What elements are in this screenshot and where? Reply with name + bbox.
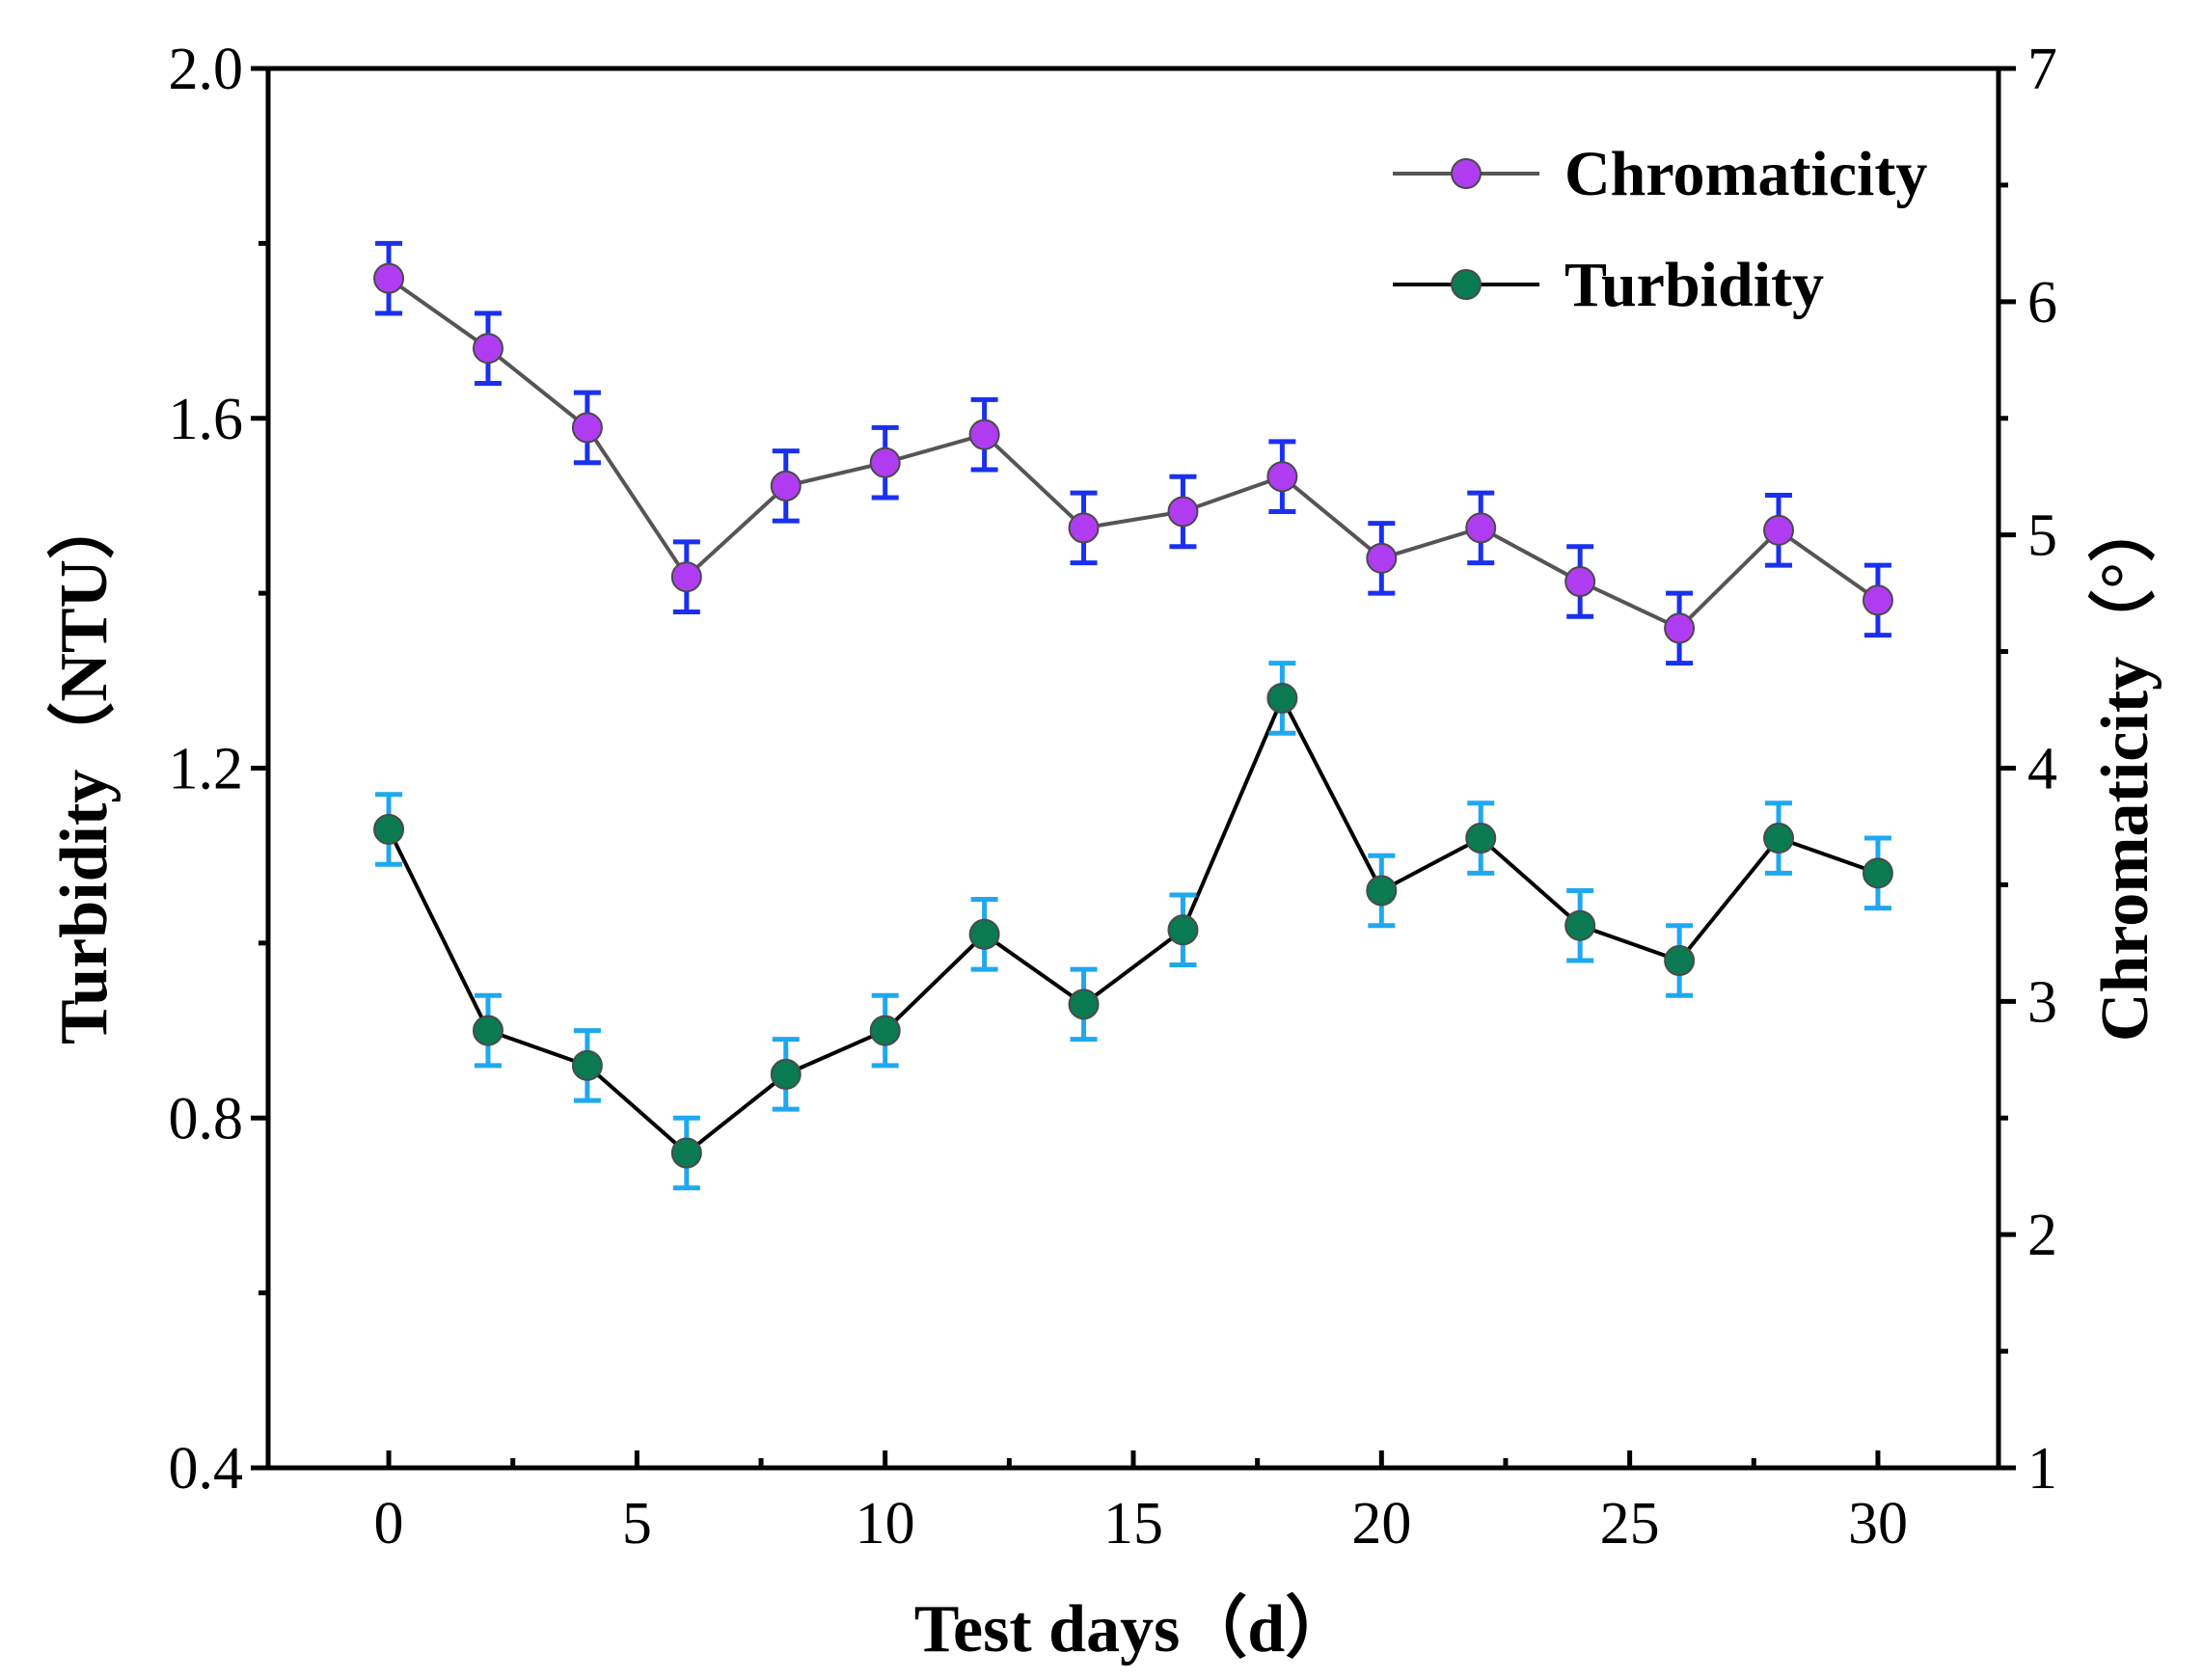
y-right-tick-label: 4 xyxy=(2027,737,2057,802)
data-point xyxy=(1465,823,1497,854)
data-point xyxy=(1862,584,1893,616)
data-point xyxy=(1564,566,1596,598)
y-left-tick-label: 1.2 xyxy=(169,737,244,802)
y-right-tick-label: 7 xyxy=(2027,37,2057,102)
data-point xyxy=(571,412,603,444)
data-point xyxy=(1366,875,1398,907)
data-point xyxy=(1068,989,1100,1020)
data-point xyxy=(1465,512,1497,544)
x-tick-label: 10 xyxy=(856,1491,915,1557)
x-tick-label: 25 xyxy=(1600,1491,1660,1557)
data-point xyxy=(472,333,503,365)
legend-item-turbidity: Turbidity xyxy=(1393,250,1824,320)
x-axis-title: Test days（d） xyxy=(914,1591,1353,1666)
x-tick-label: 20 xyxy=(1351,1491,1411,1557)
y-right-tick-label: 6 xyxy=(2027,270,2057,336)
data-point xyxy=(1266,682,1298,714)
data-point xyxy=(1664,612,1696,644)
y-left-tick-label: 0.4 xyxy=(169,1436,244,1502)
data-point xyxy=(770,470,802,501)
y-left-tick-label: 2.0 xyxy=(169,37,244,102)
data-point xyxy=(670,1137,702,1169)
series-chromaticity xyxy=(373,240,1893,666)
data-point xyxy=(1564,909,1596,941)
legend-marker xyxy=(1451,269,1482,300)
data-point xyxy=(869,1015,901,1046)
data-point xyxy=(1763,823,1795,854)
y-left-axis-title: Turbidity（NTU） xyxy=(46,492,122,1044)
plot-area xyxy=(373,240,1893,1191)
legend: Chromaticity Turbidity xyxy=(1393,139,1927,320)
data-point xyxy=(1366,542,1398,574)
x-tick-label: 0 xyxy=(374,1491,404,1557)
data-point xyxy=(968,918,1000,950)
legend-label: Turbidity xyxy=(1564,250,1824,320)
data-point xyxy=(1068,512,1100,544)
data-point xyxy=(472,1015,503,1046)
x-tick-label: 30 xyxy=(1848,1491,1908,1557)
y-right-tick-label: 5 xyxy=(2027,503,2057,569)
y-left-tick-label: 0.8 xyxy=(169,1086,244,1152)
data-point xyxy=(968,419,1000,450)
y-right-tick-label: 1 xyxy=(2027,1436,2057,1502)
data-point xyxy=(770,1058,802,1090)
y-right-tick-label: 2 xyxy=(2027,1203,2057,1268)
series-line xyxy=(387,693,1879,1156)
legend-label: Chromaticity xyxy=(1564,139,1927,209)
data-point xyxy=(1167,496,1199,528)
y-left-tick-label: 1.6 xyxy=(169,387,244,452)
data-point xyxy=(373,813,405,845)
data-point xyxy=(1763,514,1795,546)
y-right-axis-title: Chromaticity（°） xyxy=(2087,495,2162,1042)
series-line xyxy=(387,277,1880,631)
axes: 0 5 10 15 20 25 30 0.4 0.8 1.2 1.6 2.0 1 2 3 4 5 6 7 Test d… xyxy=(46,37,2162,1666)
data-point xyxy=(1266,461,1298,493)
data-point xyxy=(1167,914,1199,946)
data-point xyxy=(373,262,405,294)
series-turbidity xyxy=(373,661,1893,1191)
legend-marker xyxy=(1451,158,1482,189)
data-point xyxy=(571,1049,603,1081)
data-point xyxy=(869,447,901,478)
data-point xyxy=(1664,945,1696,977)
data-point xyxy=(1862,857,1893,889)
legend-item-chromaticity: Chromaticity xyxy=(1393,139,1927,209)
x-tick-label: 15 xyxy=(1103,1491,1163,1557)
y-right-tick-label: 3 xyxy=(2027,969,2057,1035)
data-point xyxy=(670,561,702,593)
x-tick-label: 5 xyxy=(622,1491,652,1557)
